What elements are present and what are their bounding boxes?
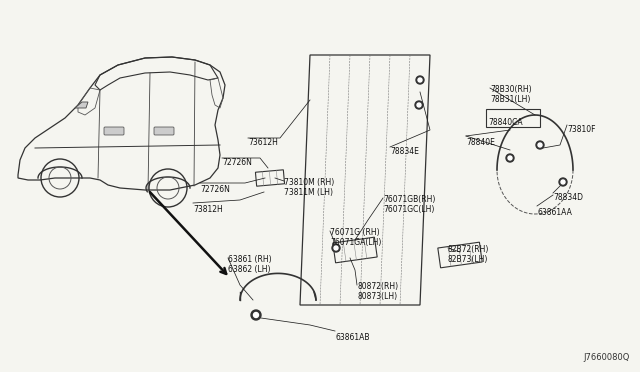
Text: 72726N: 72726N: [222, 158, 252, 167]
Circle shape: [559, 178, 567, 186]
Circle shape: [334, 246, 338, 250]
Text: 78840CA: 78840CA: [488, 118, 523, 127]
Text: 78834D: 78834D: [553, 193, 583, 202]
Text: 73810F: 73810F: [567, 125, 595, 134]
Circle shape: [506, 154, 514, 162]
Text: 63861AA: 63861AA: [537, 208, 572, 217]
FancyBboxPatch shape: [154, 127, 174, 135]
Text: 72726N: 72726N: [200, 185, 230, 194]
Text: 73612H: 73612H: [248, 138, 278, 147]
Circle shape: [538, 143, 542, 147]
Circle shape: [536, 141, 544, 149]
Circle shape: [561, 180, 565, 184]
Text: 73810M (RH): 73810M (RH): [284, 178, 334, 187]
Circle shape: [332, 244, 340, 252]
Text: 76071GB(RH): 76071GB(RH): [383, 195, 435, 204]
FancyBboxPatch shape: [104, 127, 124, 135]
Text: 63861AB: 63861AB: [335, 333, 369, 342]
Polygon shape: [75, 102, 88, 108]
Circle shape: [253, 312, 259, 317]
Text: 80872(RH): 80872(RH): [357, 282, 398, 291]
Text: 82B72(RH): 82B72(RH): [448, 245, 490, 254]
Text: 76071G (RH): 76071G (RH): [330, 228, 380, 237]
Text: 63862 (LH): 63862 (LH): [228, 265, 271, 274]
Text: 82B73(LH): 82B73(LH): [448, 255, 488, 264]
Text: 80873(LH): 80873(LH): [357, 292, 397, 301]
Circle shape: [251, 310, 261, 320]
Text: 73812H: 73812H: [193, 205, 223, 214]
Text: 63861 (RH): 63861 (RH): [228, 255, 271, 264]
Text: 78B30(RH): 78B30(RH): [490, 85, 532, 94]
Text: J7660080Q: J7660080Q: [584, 353, 630, 362]
Circle shape: [415, 101, 423, 109]
Text: 78840E: 78840E: [466, 138, 495, 147]
Circle shape: [418, 78, 422, 82]
Text: 78834E: 78834E: [390, 147, 419, 156]
Circle shape: [416, 76, 424, 84]
Text: 76071GA(LH): 76071GA(LH): [330, 238, 381, 247]
Text: 76071GC(LH): 76071GC(LH): [383, 205, 435, 214]
Circle shape: [417, 103, 421, 107]
Circle shape: [508, 156, 512, 160]
Text: 73811M (LH): 73811M (LH): [284, 188, 333, 197]
Text: 78B31(LH): 78B31(LH): [490, 95, 531, 104]
